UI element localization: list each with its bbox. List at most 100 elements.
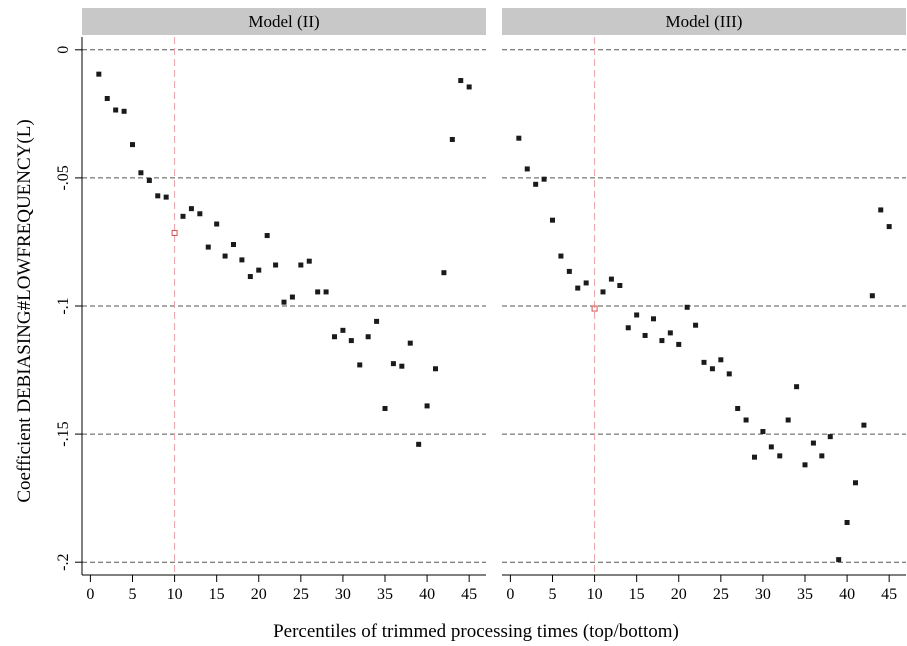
x-tick-label: 15 [629, 586, 645, 603]
data-point [718, 357, 724, 363]
x-tick-label: 20 [251, 586, 267, 603]
data-point [188, 206, 194, 212]
data-point [676, 341, 682, 347]
data-point [693, 322, 699, 328]
data-point [382, 405, 388, 411]
data-point [583, 280, 589, 286]
x-tick-label: 45 [461, 586, 477, 603]
data-point [222, 253, 228, 259]
x-tick-label: 25 [293, 586, 309, 603]
data-point [752, 454, 757, 460]
data-point [878, 207, 884, 213]
data-point [802, 462, 808, 468]
data-point-highlighted [591, 305, 598, 312]
data-point-highlighted [171, 229, 178, 236]
y-tick-label: -.15 [55, 421, 72, 446]
data-point [315, 289, 321, 295]
x-tick-label: 15 [209, 586, 225, 603]
data-point [231, 242, 236, 248]
data-point [684, 304, 690, 310]
data-point [777, 453, 783, 459]
data-point [113, 107, 119, 113]
x-tick-label: 25 [713, 586, 729, 603]
panel-strip [502, 8, 906, 35]
y-axis-title: Coefficient DEBIASING#LOWFREQUENCY(L) [14, 119, 35, 502]
panel-title: Model (II) [248, 12, 319, 31]
data-point [634, 312, 640, 318]
data-point [130, 142, 135, 148]
data-point [390, 361, 396, 367]
data-point [659, 338, 665, 344]
data-point [861, 422, 867, 428]
data-point [239, 257, 245, 263]
data-point [701, 359, 707, 365]
data-point [651, 316, 656, 322]
x-axis-title: Percentiles of trimmed processing times … [273, 621, 679, 642]
data-point [524, 166, 530, 172]
data-point [886, 224, 892, 230]
data-point [306, 258, 312, 264]
data-point [642, 332, 648, 338]
data-point [433, 366, 438, 372]
data-point [466, 84, 472, 90]
panel-model-iii: Model (III) 0 5 10 15 20 25 30 35 40 45 [502, 8, 906, 603]
x-tick-label: 0 [506, 586, 514, 603]
data-point [853, 480, 858, 486]
data-point [625, 325, 631, 331]
x-tick-label: 35 [377, 586, 393, 603]
data-point [298, 262, 304, 268]
y-tick-label: 0 [55, 46, 72, 54]
data-point [735, 405, 741, 411]
data-point [323, 289, 329, 295]
data-point [399, 363, 405, 369]
x-tick-label: 30 [755, 586, 771, 603]
data-point [281, 299, 287, 305]
data-point [785, 417, 791, 423]
data-point [180, 213, 186, 219]
data-point [163, 194, 169, 200]
data-point [96, 71, 102, 77]
data-point [449, 136, 455, 142]
data-point [247, 274, 253, 280]
x-tick-label: 10 [167, 586, 183, 603]
data-point [743, 417, 749, 423]
data-point [214, 221, 220, 227]
panel-strip [82, 8, 486, 35]
data-point [365, 334, 371, 340]
data-point [575, 285, 581, 291]
data-point [121, 108, 127, 114]
y-tick-label: -.2 [55, 554, 72, 571]
data-point [617, 283, 623, 289]
x-tick-label: 20 [671, 586, 687, 603]
x-tick-label: 5 [129, 586, 137, 603]
x-tick-label: 0 [86, 586, 94, 603]
data-point [424, 403, 430, 409]
data-point [516, 135, 522, 141]
data-point [810, 440, 816, 446]
data-point [709, 366, 715, 372]
data-point [768, 444, 774, 450]
data-point [155, 193, 161, 199]
data-point [416, 441, 422, 447]
data-point [794, 384, 800, 390]
data-point [138, 170, 144, 176]
data-point [819, 453, 825, 459]
data-point [600, 289, 606, 295]
data-point [458, 78, 464, 84]
data-point [550, 217, 555, 223]
data-point [541, 176, 547, 182]
data-point [533, 181, 539, 187]
y-tick-label: -.1 [55, 297, 72, 314]
data-point [407, 340, 413, 346]
data-point [348, 338, 354, 344]
data-point [273, 262, 279, 268]
data-point [667, 330, 673, 336]
x-tick-label: 40 [419, 586, 435, 603]
data-point [441, 270, 447, 276]
data-point [104, 95, 110, 101]
data-point [760, 429, 766, 435]
data-point [332, 334, 337, 340]
x-tick-label: 45 [881, 586, 897, 603]
data-point [374, 318, 380, 324]
